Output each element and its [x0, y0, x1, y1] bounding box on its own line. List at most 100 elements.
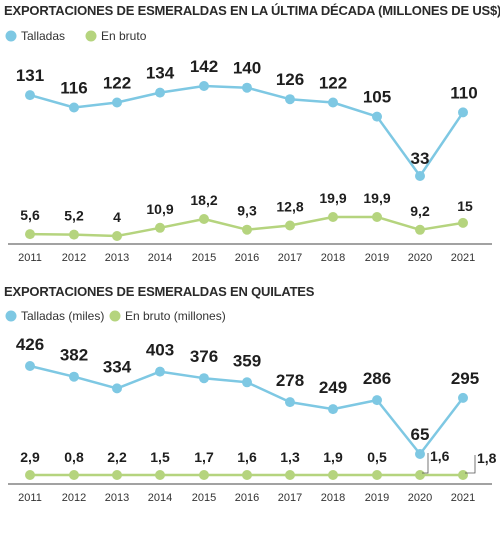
- chart-2-series-1-data-label: 1,8: [477, 450, 497, 466]
- chart-1-legend-marker-1: [85, 30, 97, 42]
- chart-1-legend-marker-0: [5, 30, 17, 42]
- chart-2-tick-2019: 2019: [365, 492, 389, 504]
- chart-1-series-1-data-label: 19,9: [319, 190, 346, 206]
- chart-1-tick-2019: 2019: [365, 252, 389, 264]
- chart-2-series-1-point: [415, 470, 425, 480]
- chart-2-legend-marker-0: [5, 310, 17, 322]
- chart-1-series-1-data-label: 5,2: [64, 208, 84, 224]
- chart-2-tick-2013: 2013: [105, 492, 129, 504]
- chart-1-tick-2016: 2016: [235, 252, 259, 264]
- chart-1-tick-2015: 2015: [192, 252, 216, 264]
- chart-1-series-0-point: [69, 102, 79, 113]
- chart-2-series-0-data-label: 65: [411, 425, 430, 444]
- chart-1-series-0-data-label: 33: [411, 149, 430, 168]
- chart-1-series-1-data-label: 9,2: [410, 203, 430, 219]
- chart-2-series-1-point: [242, 470, 252, 480]
- chart-2-series-0-point: [69, 371, 79, 382]
- chart-2-tick-2012: 2012: [62, 492, 86, 504]
- chart-1-series-0-data-label: 110: [450, 83, 477, 102]
- chart-1-series-1-data-label: 5,6: [20, 207, 40, 223]
- chart-2-series-1-data-label: 1,7: [194, 449, 214, 465]
- chart-2-series-0-point: [285, 397, 295, 408]
- chart-1-series-0-point: [112, 97, 122, 108]
- chart-1-tick-2012: 2012: [62, 252, 86, 264]
- chart-2-series-1-point: [199, 470, 209, 480]
- chart-2-legend-label-1: En bruto (millones): [125, 309, 226, 323]
- chart-2-series-1-point: [458, 470, 468, 480]
- chart-2-tick-2020: 2020: [408, 492, 432, 504]
- chart-1-series-0-point: [199, 81, 209, 91]
- chart-2-series-0-data-label: 278: [276, 371, 304, 390]
- chart-1-series-1-point: [155, 222, 165, 233]
- chart-1-series-1-point: [112, 231, 122, 241]
- chart-2-series-1-data-label: 1,5: [150, 449, 170, 465]
- chart-1-series-1-data-label: 9,3: [237, 203, 257, 219]
- chart-1: EXPORTACIONES DE ESMERALDAS EN LA ÚLTIMA…: [4, 3, 500, 264]
- chart-1-series-1-point: [242, 224, 252, 235]
- chart-2-series-0-point: [242, 377, 252, 388]
- chart-2-tick-2014: 2014: [148, 492, 172, 504]
- chart-1-series-1-data-label: 18,2: [190, 192, 217, 208]
- chart-1-series-1-point: [328, 212, 338, 222]
- chart-1-tick-2011: 2011: [18, 252, 42, 264]
- chart-1-title: EXPORTACIONES DE ESMERALDAS EN LA ÚLTIMA…: [4, 3, 500, 18]
- chart-1-series-1-point: [69, 229, 79, 240]
- chart-1-legend: Talladas En bruto: [5, 29, 147, 43]
- chart-2-series-0-point: [25, 361, 35, 371]
- chart-1-legend-label-0: Talladas: [21, 29, 65, 43]
- chart-1-series-1-data-label: 10,9: [146, 201, 173, 217]
- chart-1-series-0-data-label: 116: [60, 79, 87, 98]
- chart-2-series-1-point: [155, 470, 165, 480]
- chart-2-series-0-data-label: 249: [319, 378, 347, 397]
- chart-2-legend-marker-1: [109, 310, 121, 322]
- chart-2-series-0-data-label: 382: [60, 346, 88, 365]
- chart-1-series-1-point: [458, 217, 468, 228]
- chart-2-series-1-point: [328, 470, 338, 480]
- chart-2-series-0-data-label: 376: [190, 347, 218, 366]
- chart-2-legend-label-0: Talladas (miles): [21, 309, 104, 323]
- chart-1-series-0-data-label: 134: [146, 64, 175, 83]
- chart-2-series-1-point: [112, 470, 122, 480]
- chart-1-series-1-data-label: 19,9: [363, 190, 390, 206]
- chart-2-legend: Talladas (miles) En bruto (millones): [5, 309, 226, 323]
- chart-2-tick-2017: 2017: [278, 492, 302, 504]
- chart-2-series-0-data-label: 426: [16, 335, 44, 354]
- chart-1-series-0-data-label: 105: [363, 88, 391, 107]
- chart-1-marks: 131 116 122 134 142 140 126 122 105 33 110 5,6 5,2 4 1…: [16, 57, 478, 241]
- chart-2-series-0-data-label: 334: [103, 357, 132, 376]
- chart-1-series-1-point: [372, 212, 382, 222]
- chart-2-series-1-point: [69, 470, 79, 480]
- chart-1-series-1-point: [285, 220, 295, 231]
- chart-2-series-1-data-label: 0,5: [367, 449, 387, 465]
- chart-2-tick-2021: 2021: [451, 492, 475, 504]
- chart-1-tick-2021: 2021: [451, 252, 475, 264]
- chart-2-series-1-data-label: 1,6: [430, 448, 450, 464]
- chart-1-tick-2014: 2014: [148, 252, 172, 264]
- chart-1-series-0-point: [25, 90, 35, 101]
- chart-2-series-0-data-label: 295: [451, 369, 479, 388]
- chart-2-series-0-point: [458, 392, 468, 403]
- chart-2-tick-2015: 2015: [192, 492, 216, 504]
- chart-1-tick-2013: 2013: [105, 252, 129, 264]
- chart-1-series-0-data-label: 131: [16, 66, 44, 85]
- chart-1-series-0-point: [155, 87, 165, 98]
- chart-1-series-1-data-label: 4: [113, 209, 121, 225]
- chart-2-tick-2011: 2011: [18, 492, 42, 504]
- chart-1-series-0-line: [28, 84, 465, 178]
- chart-1-series-0-data-label: 126: [276, 70, 304, 89]
- chart-2-tick-2016: 2016: [235, 492, 259, 504]
- chart-2-series-1-leader: [422, 453, 429, 474]
- chart-1-tick-2018: 2018: [321, 252, 345, 264]
- chart-1-series-1-data-label: 12,8: [276, 199, 303, 215]
- chart-2-series-0-point: [328, 404, 338, 415]
- chart-2-series-1-leader: [465, 455, 476, 474]
- chart-1-series-0-data-label: 122: [103, 74, 131, 93]
- chart-2-series-0-point: [155, 366, 165, 377]
- chart-1-legend-label-1: En bruto: [101, 29, 147, 43]
- chart-2-series-1-data-label: 2,9: [20, 449, 40, 465]
- chart-1-series-0-point: [415, 171, 425, 181]
- chart-1-series-1-data-label: 15: [457, 198, 473, 214]
- chart-1-series-0-data-label: 140: [233, 59, 261, 78]
- chart-2-series-0-point: [372, 395, 382, 406]
